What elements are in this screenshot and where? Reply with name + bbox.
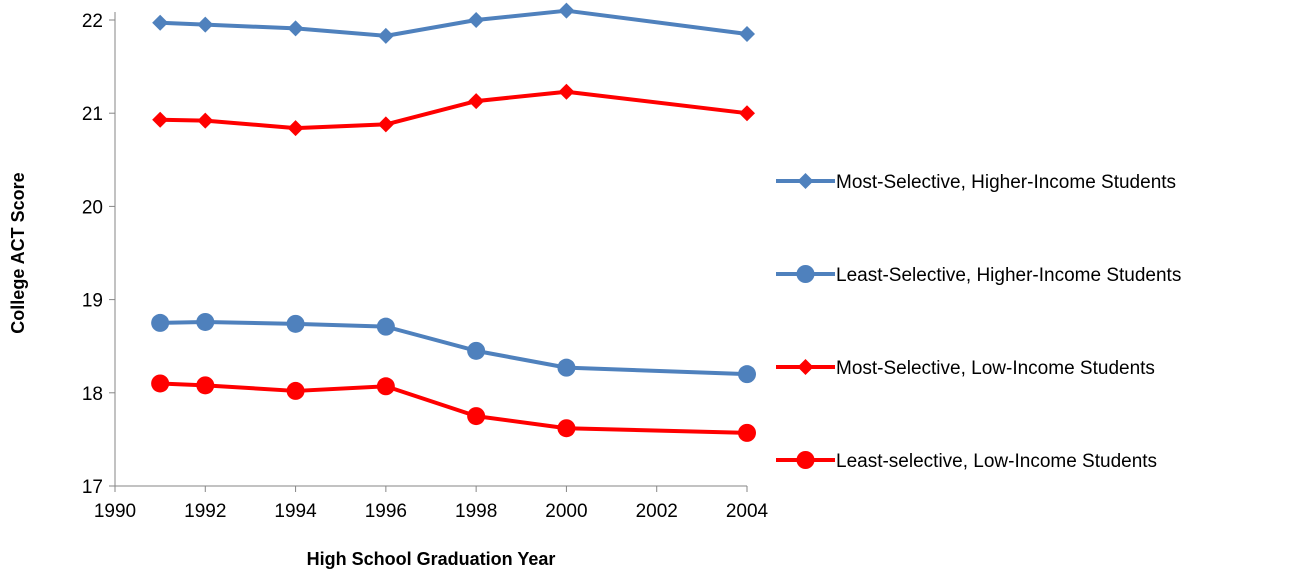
- data-point: [739, 105, 755, 122]
- legend-entry: Least-selective, Low-Income Students: [776, 451, 1157, 472]
- legend-label: Most-Selective, Higher-Income Students: [836, 172, 1176, 193]
- data-point: [376, 377, 395, 396]
- data-point: [286, 314, 305, 333]
- series-2: [151, 312, 756, 384]
- data-point: [467, 407, 486, 426]
- data-point: [287, 20, 304, 37]
- data-point: [739, 25, 755, 42]
- legend-entry: Most-Selective, Higher-Income Students: [776, 172, 1176, 193]
- data-point: [377, 116, 394, 133]
- data-point: [738, 365, 756, 384]
- x-tick-label: 2004: [726, 501, 769, 522]
- series-3: [152, 83, 755, 137]
- data-point: [738, 423, 756, 442]
- y-tick-label: 22: [82, 11, 103, 32]
- data-point: [376, 317, 395, 336]
- y-tick-label: 20: [82, 197, 103, 218]
- data-point: [286, 381, 305, 400]
- data-point: [152, 111, 169, 128]
- data-point: [151, 313, 170, 332]
- series-line: [160, 319, 748, 377]
- data-point: [152, 14, 169, 31]
- data-point: [467, 341, 486, 360]
- data-point: [377, 27, 394, 44]
- data-point: [468, 93, 485, 110]
- data-point: [196, 376, 215, 395]
- legend-marker: [796, 265, 815, 283]
- data-point: [287, 120, 304, 137]
- legend-label: Most-Selective, Low-Income Students: [836, 358, 1155, 379]
- chart-legend: Most-Selective, Higher-Income Students Le…: [776, 172, 1181, 472]
- data-point: [558, 83, 575, 100]
- y-tick-label: 18: [82, 384, 103, 405]
- legend-marker: [797, 359, 814, 375]
- data-point: [558, 2, 575, 19]
- x-axis-title: High School Graduation Year: [307, 549, 556, 569]
- x-tick-label: 1994: [274, 501, 317, 522]
- chart-series: [151, 2, 756, 442]
- chart-axes: 17 18 19 20 21 22 1990 1992 1994 1996 1998 2000 2002…: [82, 11, 769, 522]
- series-4: [151, 374, 756, 442]
- data-point: [197, 112, 214, 129]
- series-line: [160, 381, 748, 435]
- data-point: [468, 12, 485, 28]
- y-tick-label: 21: [82, 104, 103, 125]
- legend-entry: Least-Selective, Higher-Income Students: [776, 265, 1181, 286]
- y-tick-label: 19: [82, 291, 103, 312]
- data-point: [557, 419, 576, 438]
- data-point: [197, 16, 214, 33]
- legend-entry: Most-Selective, Low-Income Students: [776, 358, 1155, 379]
- x-tick-label: 1990: [94, 501, 136, 522]
- x-tick-label: 1992: [184, 501, 226, 522]
- x-tick-label: 1996: [365, 501, 407, 522]
- data-point: [196, 312, 215, 331]
- x-tick-label: 1998: [455, 501, 497, 522]
- y-axis-title: College ACT Score: [8, 172, 28, 333]
- legend-marker: [797, 173, 814, 189]
- series-1: [152, 2, 755, 44]
- x-tick-label: 2000: [545, 501, 587, 522]
- x-tick-label: 2002: [636, 501, 678, 522]
- data-point: [557, 358, 576, 377]
- legend-label: Least-Selective, Higher-Income Students: [836, 265, 1181, 286]
- legend-marker: [796, 451, 815, 469]
- legend-label: Least-selective, Low-Income Students: [836, 451, 1157, 472]
- series-line: [160, 89, 748, 131]
- series-line: [160, 8, 748, 38]
- y-tick-label: 17: [82, 477, 103, 498]
- data-point: [151, 374, 170, 393]
